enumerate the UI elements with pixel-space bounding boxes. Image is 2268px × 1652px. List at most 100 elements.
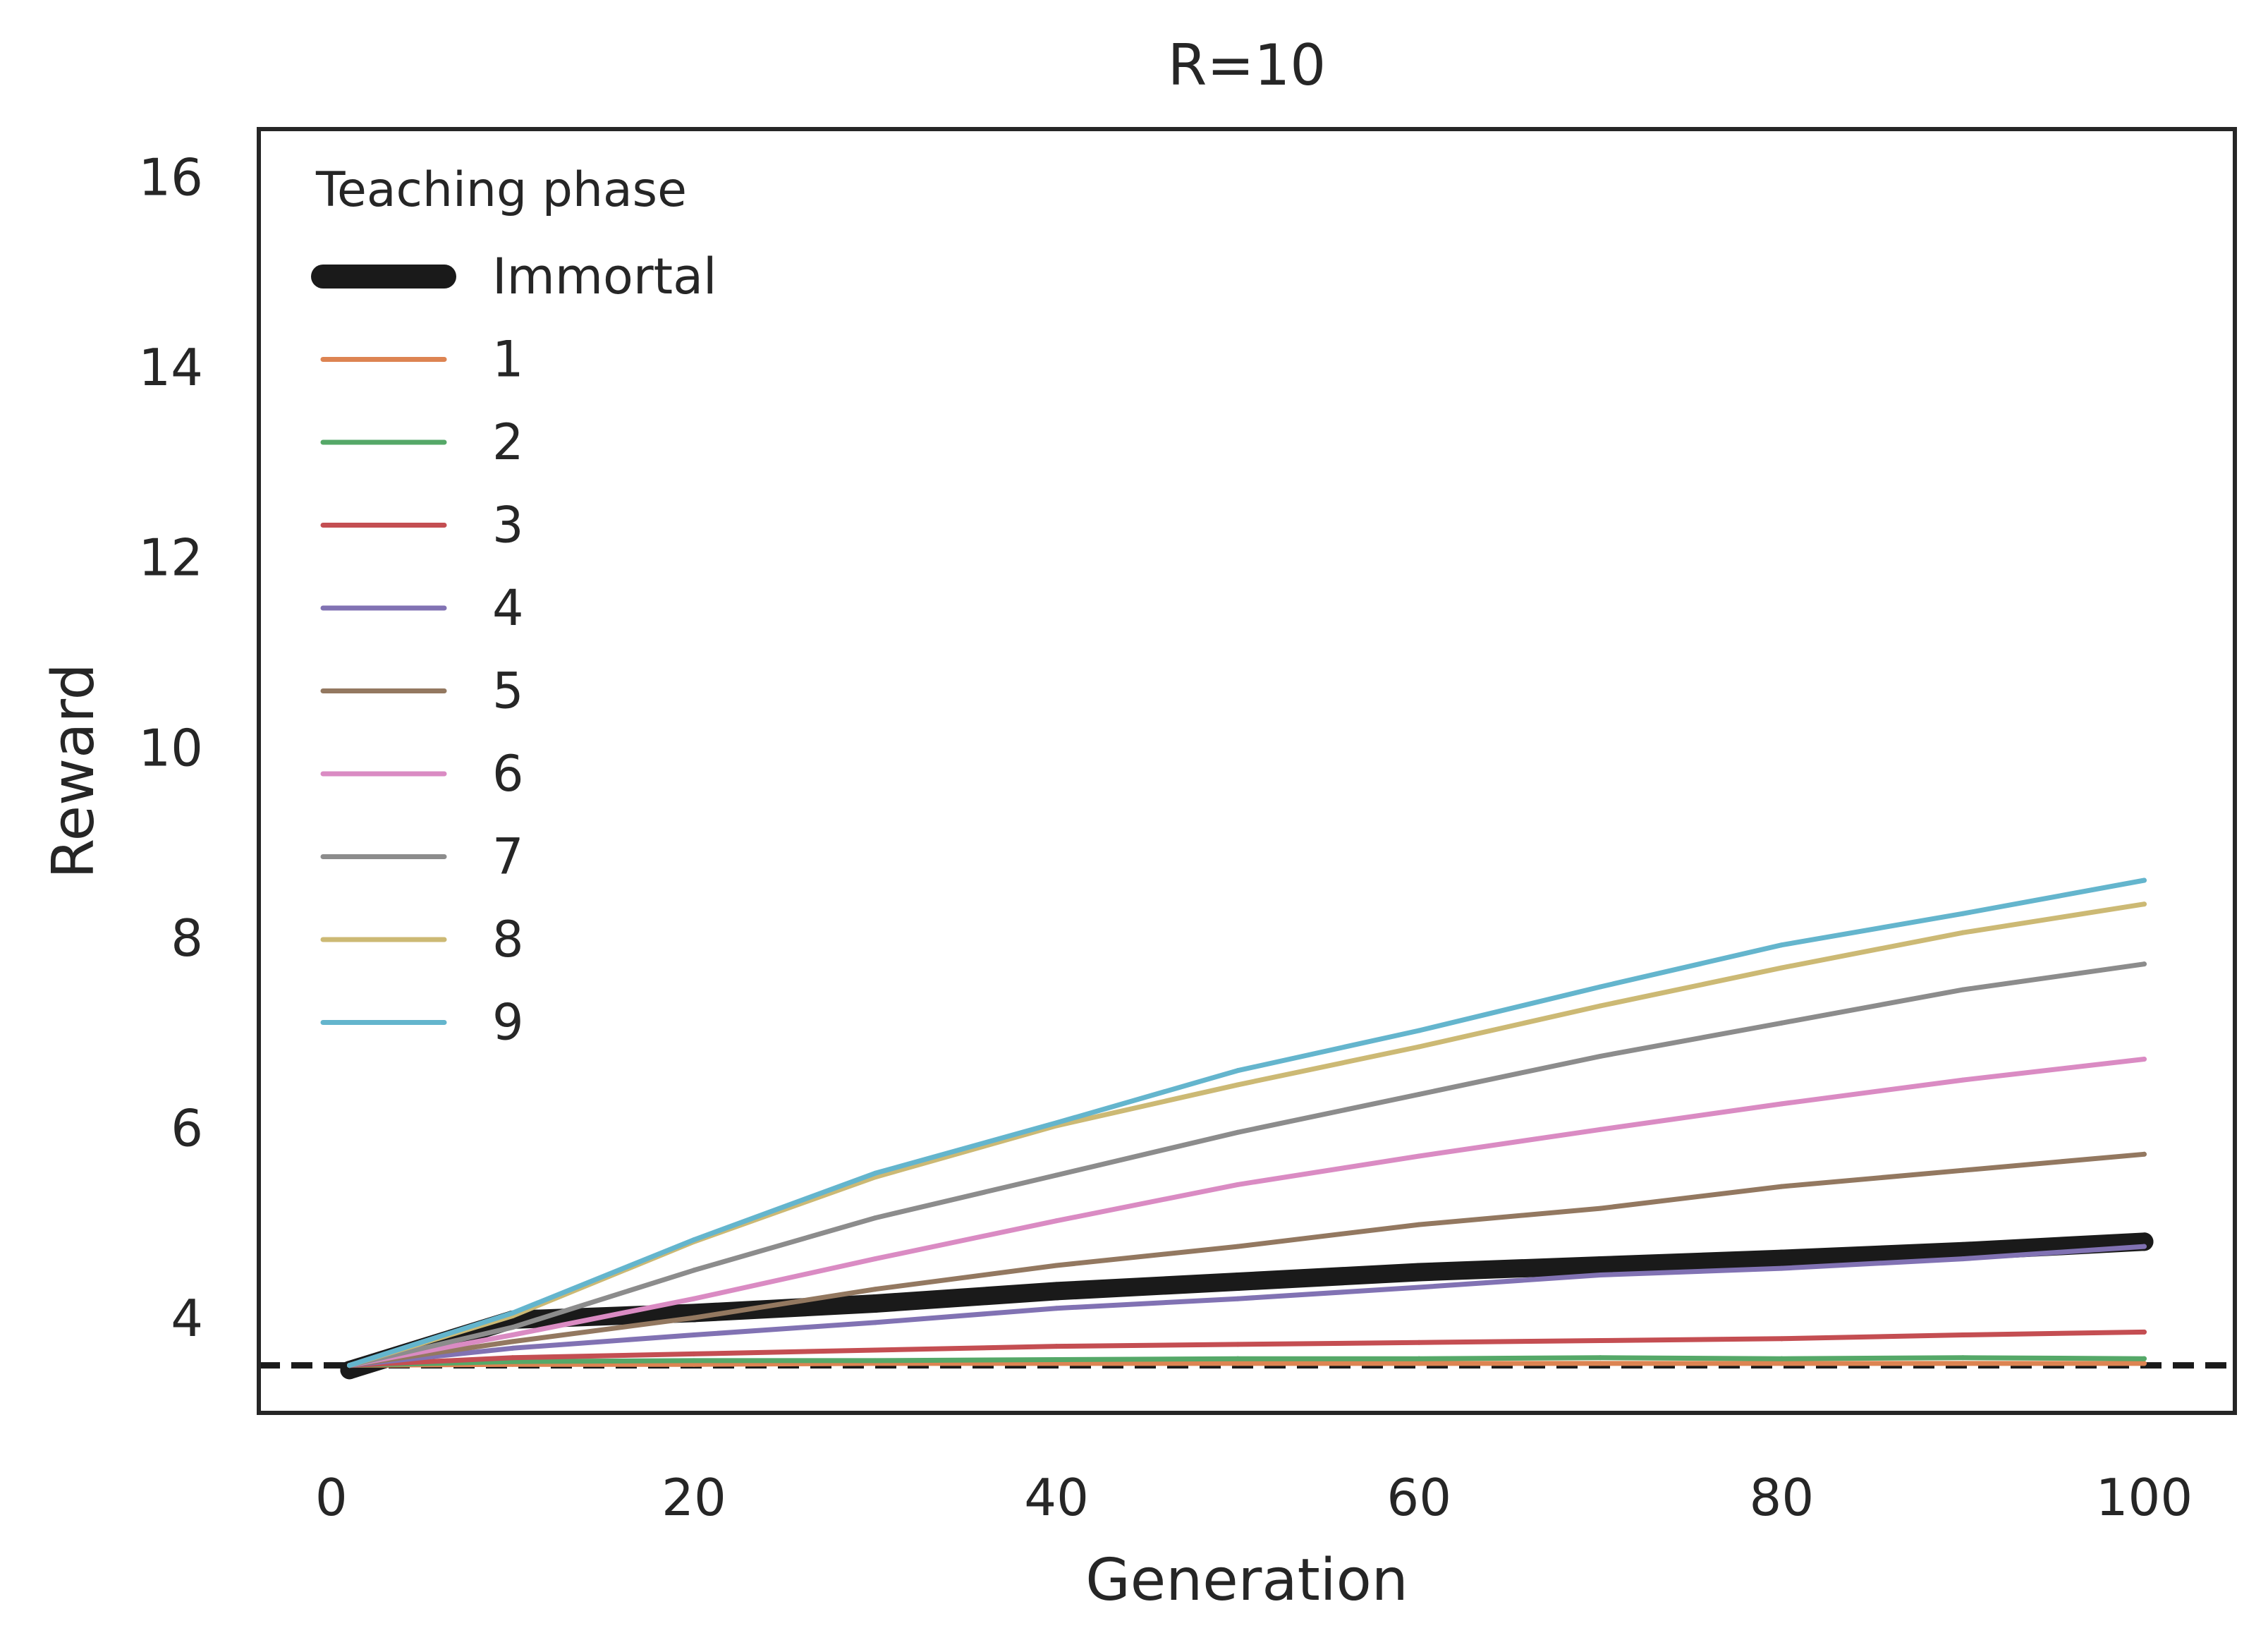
legend-title: Teaching phase: [315, 162, 687, 218]
series-point-3: [872, 1347, 878, 1353]
legend-label-8: 8: [492, 911, 524, 968]
series-point-8: [1416, 1044, 1422, 1050]
series-point-3: [510, 1355, 516, 1361]
series-point-9: [347, 1363, 353, 1368]
series-point-1: [1054, 1361, 1059, 1366]
series-point-5: [1054, 1263, 1059, 1268]
series-point-4: [1960, 1256, 1965, 1262]
legend-label-2: 2: [492, 413, 524, 471]
series-point-6: [691, 1296, 697, 1301]
series-point-4: [1416, 1284, 1422, 1290]
series-point-4: [1235, 1296, 1240, 1301]
series-point-immortal: [1047, 1282, 1066, 1301]
plot-frame: [257, 127, 2237, 1415]
series-point-7: [1779, 1020, 1784, 1026]
series-point-5: [1960, 1167, 1965, 1173]
y-tick-label: 12: [138, 528, 203, 588]
series-point-1: [1779, 1361, 1784, 1366]
plot-area: [259, 877, 2235, 1380]
series-point-1: [691, 1361, 697, 1367]
series-point-6: [510, 1332, 516, 1337]
series-point-2: [510, 1359, 516, 1364]
series-point-6: [1597, 1126, 1603, 1132]
series-point-7: [1960, 987, 1965, 992]
series-point-9: [691, 1237, 697, 1243]
series-point-3: [1416, 1340, 1422, 1345]
series-point-immortal: [866, 1294, 885, 1313]
legend-label-7: 7: [492, 828, 524, 886]
series-point-9: [2141, 877, 2147, 883]
series-point-2: [1597, 1355, 1603, 1361]
series-line-1: [347, 1361, 2147, 1368]
y-tick-label: 6: [171, 1099, 203, 1158]
series-point-immortal: [1772, 1249, 1791, 1268]
series-point-4: [872, 1320, 878, 1325]
series-point-9: [1054, 1120, 1059, 1126]
series-point-7: [1235, 1129, 1240, 1135]
series-point-8: [2141, 901, 2147, 907]
series-point-9: [510, 1310, 516, 1316]
y-tick-label: 14: [138, 338, 203, 397]
series-point-2: [691, 1358, 697, 1363]
series-point-6: [872, 1256, 878, 1262]
series-point-9: [1779, 942, 1784, 948]
series-point-5: [1779, 1184, 1784, 1189]
series-point-9: [1235, 1068, 1240, 1074]
series-point-5: [872, 1287, 878, 1292]
series-point-7: [2141, 961, 2147, 967]
series-point-5: [2141, 1151, 2147, 1157]
series-point-3: [1960, 1332, 1965, 1337]
series-point-immortal: [1591, 1256, 1610, 1275]
series-point-3: [1054, 1344, 1059, 1349]
series-point-8: [1960, 930, 1965, 935]
series-point-5: [1235, 1244, 1240, 1249]
series-point-7: [1416, 1091, 1422, 1097]
series-point-9: [1597, 984, 1603, 990]
series-point-1: [1235, 1361, 1240, 1366]
series-point-5: [1597, 1205, 1603, 1211]
series-point-3: [691, 1351, 697, 1356]
y-tick-label: 4: [171, 1289, 203, 1348]
series-point-6: [1779, 1101, 1784, 1107]
series-point-8: [1235, 1082, 1240, 1088]
series-point-5: [510, 1339, 516, 1344]
series-point-immortal: [1228, 1272, 1248, 1291]
y-tick-labels: 4 6 8 10 12 14 16: [138, 147, 203, 1348]
series-point-1: [1416, 1361, 1422, 1366]
series-point-7: [691, 1268, 697, 1273]
legend-label-6: 6: [492, 745, 524, 803]
x-tick-label: 40: [1024, 1468, 1089, 1527]
series-point-1: [2141, 1361, 2147, 1366]
series-point-3: [1779, 1336, 1784, 1342]
y-axis-label: Reward: [40, 663, 107, 878]
series-point-5: [691, 1315, 697, 1320]
y-tick-label: 8: [171, 909, 203, 968]
series-point-4: [691, 1332, 697, 1337]
x-tick-label: 80: [1750, 1468, 1815, 1527]
series-point-7: [510, 1325, 516, 1330]
legend-label-immortal: Immortal: [492, 248, 717, 305]
series-point-2: [1416, 1356, 1422, 1361]
series-point-2: [1779, 1356, 1784, 1361]
series-point-4: [510, 1345, 516, 1351]
series-point-5: [1416, 1222, 1422, 1227]
series-point-4: [1054, 1306, 1059, 1311]
series-point-immortal: [1410, 1263, 1429, 1282]
x-tick-label: 20: [662, 1468, 726, 1527]
x-tick-label: 60: [1386, 1468, 1451, 1527]
series-point-6: [1960, 1077, 1965, 1083]
y-tick-label: 16: [138, 147, 203, 207]
legend-label-4: 4: [492, 579, 524, 637]
series-point-8: [1779, 965, 1784, 971]
x-tick-label: 100: [2096, 1468, 2193, 1527]
series-point-7: [872, 1215, 878, 1221]
y-tick-label: 10: [138, 718, 203, 777]
series-point-6: [1054, 1218, 1059, 1224]
legend-label-9: 9: [492, 994, 524, 1052]
legend-label-3: 3: [492, 497, 524, 554]
series-point-1: [1597, 1361, 1603, 1366]
series-point-2: [1235, 1356, 1240, 1361]
series-point-3: [2141, 1329, 2147, 1335]
series-point-7: [1054, 1172, 1059, 1178]
